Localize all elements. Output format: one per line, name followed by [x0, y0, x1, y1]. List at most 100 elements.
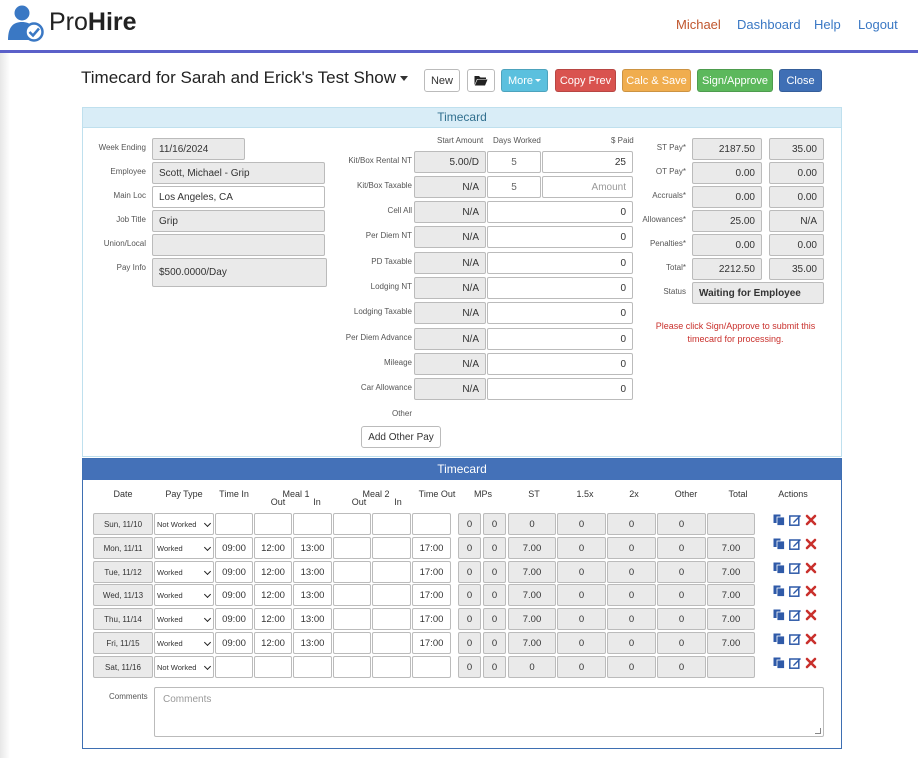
pay-type-select[interactable]: Worked [154, 632, 214, 654]
calc-save-button[interactable]: Calc & Save [622, 69, 691, 92]
time-in-input[interactable]: 09:00 [215, 608, 253, 630]
meal1-out-input[interactable]: 12:00 [254, 537, 292, 559]
meal1-out-input[interactable]: 12:00 [254, 632, 292, 654]
copy-row-icon[interactable] [773, 657, 785, 669]
expense-paid-field[interactable]: 0 [487, 277, 633, 299]
open-folder-button[interactable] [467, 69, 495, 92]
pay-type-select[interactable]: Worked [154, 561, 214, 583]
delete-row-icon[interactable] [805, 633, 817, 645]
meal1-in-input[interactable]: 13:00 [293, 632, 332, 654]
delete-row-icon[interactable] [805, 585, 817, 597]
time-out-input[interactable] [412, 513, 451, 535]
meal1-in-input[interactable] [293, 656, 332, 678]
expense-paid-field[interactable]: 0 [487, 201, 633, 223]
delete-row-icon[interactable] [805, 514, 817, 526]
meal2-out-input[interactable] [333, 608, 371, 630]
edit-row-icon[interactable] [789, 633, 801, 645]
meal1-out-input[interactable] [254, 656, 292, 678]
delete-row-icon[interactable] [805, 657, 817, 669]
meal1-out-input[interactable] [254, 513, 292, 535]
meal1-in-input[interactable]: 13:00 [293, 584, 332, 606]
pay-type-select[interactable]: Not Worked [154, 513, 214, 535]
page-title[interactable]: Timecard for Sarah and Erick's Test Show [81, 68, 409, 88]
copy-row-icon[interactable] [773, 538, 785, 550]
delete-row-icon[interactable] [805, 562, 817, 574]
expense-paid-field[interactable]: 25 [542, 151, 633, 173]
time-out-input[interactable]: 17:00 [412, 537, 451, 559]
meal1-in-input[interactable]: 13:00 [293, 561, 332, 583]
meal1-in-input[interactable]: 13:00 [293, 608, 332, 630]
expense-paid-field[interactable]: 0 [487, 302, 633, 324]
copy-row-icon[interactable] [773, 514, 785, 526]
more-button[interactable]: More [501, 69, 548, 92]
meal1-out-input[interactable]: 12:00 [254, 584, 292, 606]
pay-type-select[interactable]: Worked [154, 537, 214, 559]
new-button[interactable]: New [424, 69, 460, 92]
pay-type-select[interactable]: Worked [154, 608, 214, 630]
meal2-in-input[interactable] [372, 513, 411, 535]
union-local-field[interactable] [152, 234, 325, 256]
meal1-in-input[interactable] [293, 513, 332, 535]
meal1-in-input[interactable]: 13:00 [293, 537, 332, 559]
meal2-out-input[interactable] [333, 584, 371, 606]
delete-row-icon[interactable] [805, 538, 817, 550]
time-out-input[interactable]: 17:00 [412, 584, 451, 606]
close-button[interactable]: Close [779, 69, 822, 92]
time-in-input[interactable]: 09:00 [215, 632, 253, 654]
edit-row-icon[interactable] [789, 538, 801, 550]
sign-approve-button[interactable]: Sign/Approve [697, 69, 773, 92]
nav-dashboard[interactable]: Dashboard [737, 17, 801, 32]
edit-row-icon[interactable] [789, 657, 801, 669]
expense-days-field[interactable]: 5 [487, 176, 541, 198]
edit-row-icon[interactable] [789, 562, 801, 574]
meal1-out-input[interactable]: 12:00 [254, 608, 292, 630]
pay-type-select[interactable]: Worked [154, 584, 214, 606]
meal2-out-input[interactable] [333, 632, 371, 654]
delete-row-icon[interactable] [805, 609, 817, 621]
meal2-in-input[interactable] [372, 632, 411, 654]
time-out-input[interactable] [412, 656, 451, 678]
meal1-out-input[interactable]: 12:00 [254, 561, 292, 583]
meal2-out-input[interactable] [333, 656, 371, 678]
edit-row-icon[interactable] [789, 514, 801, 526]
meal2-in-input[interactable] [372, 656, 411, 678]
add-other-pay-button[interactable]: Add Other Pay [361, 426, 441, 448]
copy-row-icon[interactable] [773, 585, 785, 597]
expense-paid-field[interactable]: 0 [487, 378, 633, 400]
week-ending-field[interactable]: 11/16/2024 [152, 138, 245, 160]
edit-row-icon[interactable] [789, 585, 801, 597]
time-in-input[interactable]: 09:00 [215, 584, 253, 606]
meal2-out-input[interactable] [333, 513, 371, 535]
time-out-input[interactable]: 17:00 [412, 632, 451, 654]
main-loc-field[interactable]: Los Angeles, CA [152, 186, 325, 208]
expense-paid-field[interactable]: 0 [487, 328, 633, 350]
copy-prev-button[interactable]: Copy Prev [555, 69, 616, 92]
copy-row-icon[interactable] [773, 609, 785, 621]
job-title-field[interactable]: Grip [152, 210, 325, 232]
meal2-out-input[interactable] [333, 537, 371, 559]
time-in-input[interactable] [215, 656, 253, 678]
time-out-input[interactable]: 17:00 [412, 561, 451, 583]
meal2-in-input[interactable] [372, 584, 411, 606]
copy-row-icon[interactable] [773, 562, 785, 574]
time-out-input[interactable]: 17:00 [412, 608, 451, 630]
expense-paid-field[interactable]: Amount [542, 176, 633, 198]
time-in-input[interactable]: 09:00 [215, 561, 253, 583]
textarea-resize-handle[interactable] [815, 728, 821, 734]
expense-days-field[interactable]: 5 [487, 151, 541, 173]
edit-row-icon[interactable] [789, 609, 801, 621]
time-in-input[interactable] [215, 513, 253, 535]
expense-paid-field[interactable]: 0 [487, 252, 633, 274]
copy-row-icon[interactable] [773, 633, 785, 645]
meal2-out-input[interactable] [333, 561, 371, 583]
expense-paid-field[interactable]: 0 [487, 226, 633, 248]
nav-user[interactable]: Michael [676, 17, 721, 32]
meal2-in-input[interactable] [372, 608, 411, 630]
expense-paid-field[interactable]: 0 [487, 353, 633, 375]
employee-field[interactable]: Scott, Michael - Grip [152, 162, 325, 184]
comments-textarea[interactable]: Comments [154, 687, 824, 737]
time-in-input[interactable]: 09:00 [215, 537, 253, 559]
meal2-in-input[interactable] [372, 561, 411, 583]
pay-type-select[interactable]: Not Worked [154, 656, 214, 678]
meal2-in-input[interactable] [372, 537, 411, 559]
